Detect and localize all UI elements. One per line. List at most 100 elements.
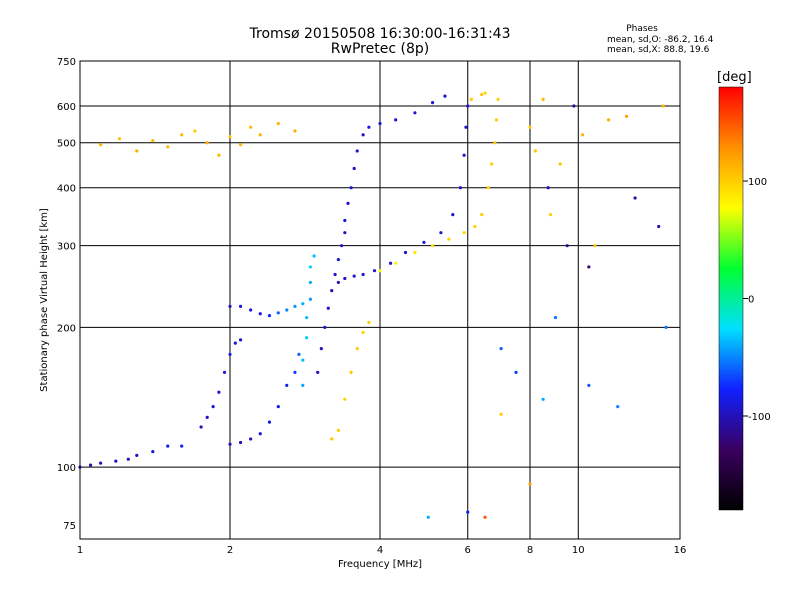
- data-point: [355, 347, 359, 351]
- data-point: [180, 444, 184, 448]
- colorbar-unit-label: [deg]: [717, 70, 752, 85]
- data-point: [199, 425, 203, 429]
- data-point: [316, 370, 320, 374]
- data-point: [117, 137, 122, 141]
- data-point: [466, 510, 470, 514]
- data-point: [606, 118, 611, 122]
- data-point: [553, 315, 558, 320]
- y-tick-label: 500: [57, 139, 76, 150]
- data-point: [367, 125, 371, 129]
- data-point: [422, 240, 426, 244]
- data-point: [267, 314, 272, 318]
- colorbar-ticks: 100 0 -100: [743, 177, 771, 423]
- data-point: [258, 133, 262, 137]
- data-point: [99, 461, 103, 465]
- data-point: [549, 213, 553, 217]
- data-point: [528, 125, 532, 129]
- x-axis-ticks: 1 2 4 6 8 10 16: [77, 545, 687, 556]
- data-point: [413, 250, 417, 255]
- data-point: [546, 186, 550, 190]
- data-point: [166, 145, 170, 149]
- data-point: [336, 280, 340, 285]
- y-tick-label: 300: [57, 242, 76, 253]
- data-point: [135, 453, 139, 457]
- data-point: [466, 104, 470, 108]
- data-point: [238, 440, 243, 445]
- colorbar: [718, 86, 744, 511]
- data-point: [301, 302, 305, 306]
- data-point: [228, 304, 232, 308]
- y-tick-label: 75: [63, 521, 76, 532]
- data-point: [367, 320, 371, 325]
- data-point: [426, 515, 430, 519]
- data-point: [378, 269, 382, 273]
- data-point: [430, 101, 435, 105]
- data-point: [258, 312, 262, 316]
- data-point: [464, 125, 468, 129]
- data-point: [336, 428, 340, 432]
- data-point: [657, 224, 661, 229]
- data-point: [258, 432, 262, 436]
- x-tick-label: 1: [77, 545, 83, 556]
- colorbar-tick-label: 0: [748, 295, 754, 306]
- data-point: [297, 352, 301, 356]
- data-point: [624, 114, 629, 118]
- data-point: [293, 129, 297, 133]
- data-point: [541, 397, 545, 401]
- data-point: [633, 196, 637, 200]
- data-point: [222, 370, 227, 374]
- x-tick-label: 4: [377, 545, 383, 556]
- x-tick-label: 10: [572, 545, 585, 556]
- data-point: [276, 405, 280, 409]
- data-point: [565, 244, 569, 248]
- data-point: [528, 482, 532, 486]
- data-point: [494, 118, 499, 122]
- data-point: [301, 383, 305, 387]
- data-point: [326, 306, 330, 310]
- data-point: [276, 121, 280, 126]
- colorbar-tick-label: 100: [748, 177, 767, 188]
- data-point: [126, 457, 130, 461]
- x-tick-label: 2: [227, 545, 233, 556]
- phase-stats-o: mean, sd,O: -86.2, 16.4: [607, 35, 714, 45]
- data-point: [352, 274, 356, 278]
- data-point: [462, 231, 466, 235]
- data-point: [349, 370, 353, 374]
- data-point: [343, 231, 347, 235]
- y-tick-label: 750: [57, 57, 76, 68]
- data-point: [447, 237, 451, 241]
- data-point: [312, 254, 316, 258]
- plot-frame: [79, 60, 681, 540]
- data-point: [308, 280, 313, 285]
- data-point: [228, 135, 232, 139]
- data-point: [661, 104, 665, 108]
- phase-stats-x: mean, sd,X: 88.8, 19.6: [607, 45, 710, 55]
- data-point: [238, 143, 243, 147]
- data-point: [587, 383, 591, 387]
- data-point: [580, 133, 585, 137]
- data-point: [249, 308, 253, 312]
- data-point: [340, 244, 344, 248]
- data-point: [217, 390, 221, 394]
- colorbar-tick-label: -100: [748, 412, 771, 423]
- data-point: [558, 162, 562, 166]
- data-point: [616, 405, 620, 409]
- data-point: [533, 149, 537, 153]
- data-point: [430, 244, 435, 248]
- data-point: [349, 186, 353, 190]
- data-point: [267, 420, 272, 424]
- data-point: [469, 97, 473, 101]
- data-point: [480, 92, 484, 97]
- x-axis-label: Frequency [MHz]: [338, 559, 422, 570]
- data-point: [211, 405, 215, 409]
- data-point: [217, 153, 221, 157]
- data-point: [499, 347, 503, 351]
- data-point: [343, 276, 347, 281]
- data-point: [486, 186, 490, 190]
- data-point: [352, 166, 356, 171]
- data-point: [249, 125, 253, 129]
- data-point: [394, 118, 398, 122]
- data-point: [205, 415, 209, 419]
- data-point: [587, 265, 591, 269]
- data-point: [361, 133, 365, 137]
